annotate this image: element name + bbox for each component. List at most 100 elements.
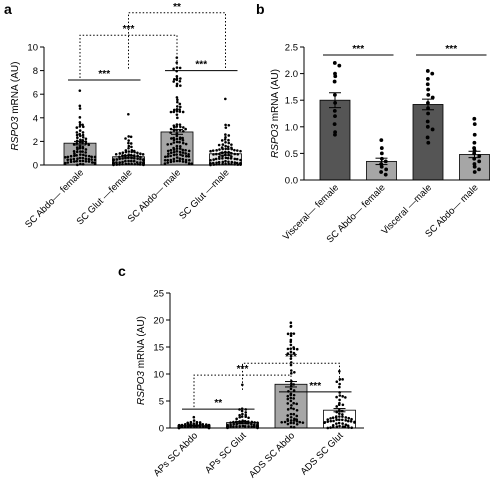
data-point-a-2-93 — [172, 157, 176, 161]
data-point-c-3-24 — [341, 415, 344, 418]
sig-label-b-1: *** — [445, 44, 457, 55]
data-point-c-1-8 — [238, 413, 241, 417]
data-point-a-1-6 — [129, 142, 133, 145]
data-point-a-0-59 — [87, 157, 91, 161]
data-point-a-3-2 — [227, 123, 231, 127]
data-point-c-3-37 — [346, 419, 350, 423]
data-point-c-2-8 — [289, 340, 293, 344]
data-point-a-2-98 — [187, 158, 191, 162]
data-point-c-1-40 — [235, 425, 238, 428]
data-point-a-0-6 — [81, 123, 84, 127]
data-point-a-2-1 — [175, 61, 179, 64]
data-point-a-2-3 — [178, 66, 182, 70]
data-point-c-3-36 — [332, 419, 335, 423]
data-point-a-1-51 — [121, 160, 124, 164]
y-tick-label-c-2: 10 — [153, 370, 164, 381]
data-point-a-3-36 — [215, 152, 218, 156]
bar-b-0 — [319, 99, 351, 181]
data-point-a-3-46 — [221, 157, 224, 160]
data-point-c-3-39 — [349, 420, 353, 423]
data-point-a-2-79 — [184, 152, 188, 155]
data-point-a-1-45 — [112, 158, 115, 162]
data-point-b-3-13 — [472, 170, 477, 174]
data-point-a-0-44 — [81, 153, 85, 157]
data-point-a-0-71 — [90, 161, 94, 164]
data-point-a-1-20 — [139, 152, 142, 156]
data-point-c-2-11 — [289, 347, 293, 350]
data-point-c-2-13 — [286, 347, 290, 351]
data-point-c-0-1 — [192, 419, 196, 422]
data-point-a-1-22 — [141, 153, 145, 156]
data-point-b-2-14 — [426, 140, 431, 145]
data-point-a-3-11 — [227, 141, 231, 145]
data-point-b-2-12 — [430, 127, 435, 132]
data-point-a-2-97 — [166, 158, 170, 162]
data-point-c-2-5 — [286, 332, 290, 336]
y-tick-label-c-3: 15 — [153, 343, 164, 354]
data-point-a-2-94 — [181, 157, 185, 161]
data-point-c-2-19 — [289, 357, 293, 360]
data-point-c-2-29 — [289, 387, 293, 391]
data-point-a-2-66 — [175, 147, 179, 150]
data-point-a-2-103 — [181, 160, 185, 163]
data-point-c-2-34 — [292, 393, 296, 397]
sig-label-a-3: ** — [173, 2, 181, 13]
data-point-c-3-32 — [337, 418, 341, 422]
data-point-c-2-40 — [292, 401, 295, 405]
data-point-c-2-4 — [292, 332, 296, 335]
data-point-a-1-50 — [132, 159, 136, 163]
data-point-a-0-40 — [75, 150, 79, 154]
data-point-a-2-29 — [169, 110, 173, 114]
data-point-a-3-54 — [209, 159, 212, 162]
data-point-c-3-30 — [350, 417, 353, 421]
data-point-c-2-18 — [289, 354, 293, 358]
data-point-a-3-37 — [236, 152, 240, 156]
data-point-a-2-44 — [182, 129, 185, 133]
data-point-a-0-50 — [90, 155, 94, 159]
data-point-a-1-53 — [118, 161, 122, 164]
data-point-a-0-75 — [93, 162, 97, 165]
data-point-c-0-3 — [189, 420, 193, 424]
data-point-a-0-49 — [69, 154, 73, 158]
data-point-a-2-71 — [184, 148, 187, 152]
data-point-a-3-10 — [224, 140, 227, 144]
data-point-c-2-49 — [292, 412, 296, 416]
data-point-a-2-57 — [178, 140, 181, 144]
data-point-a-2-38 — [182, 126, 185, 129]
data-point-b-3-9 — [477, 159, 482, 164]
data-point-a-1-13 — [127, 150, 131, 153]
data-point-c-2-60 — [283, 420, 287, 424]
data-point-c-2-64 — [289, 421, 293, 425]
sig-label-c-3: *** — [285, 352, 297, 363]
data-point-c-2-48 — [289, 412, 293, 416]
data-point-a-2-19 — [178, 102, 182, 106]
data-point-a-2-51 — [170, 137, 173, 140]
data-point-a-0-20 — [79, 138, 82, 142]
data-point-a-2-6 — [175, 74, 179, 78]
data-point-a-3-7 — [223, 138, 227, 141]
data-point-c-3-51 — [338, 424, 341, 428]
data-point-c-2-6 — [289, 334, 293, 338]
data-point-a-2-99 — [163, 158, 167, 162]
data-point-a-0-16 — [78, 134, 82, 138]
data-point-c-3-35 — [344, 419, 348, 422]
data-point-c-1-39 — [247, 425, 250, 428]
data-point-a-0-47 — [73, 154, 76, 158]
data-point-a-2-36 — [179, 125, 182, 129]
data-point-b-3-3 — [472, 140, 477, 145]
data-point-a-2-59 — [181, 141, 185, 145]
data-point-c-3-49 — [331, 423, 335, 427]
data-point-c-2-22 — [290, 369, 293, 372]
data-point-b-0-1 — [337, 63, 342, 68]
data-point-c-2-47 — [295, 408, 299, 412]
data-point-c-1-29 — [250, 422, 253, 426]
data-point-a-1-8 — [130, 145, 133, 149]
data-point-a-3-19 — [224, 147, 227, 151]
data-point-a-2-82 — [175, 153, 179, 156]
data-point-c-1-42 — [232, 425, 235, 428]
data-point-c-3-54 — [343, 425, 347, 429]
data-point-a-3-24 — [233, 148, 236, 152]
data-point-a-2-60 — [169, 142, 173, 146]
data-point-c-3-27 — [331, 416, 335, 420]
data-point-a-2-106 — [166, 161, 170, 164]
